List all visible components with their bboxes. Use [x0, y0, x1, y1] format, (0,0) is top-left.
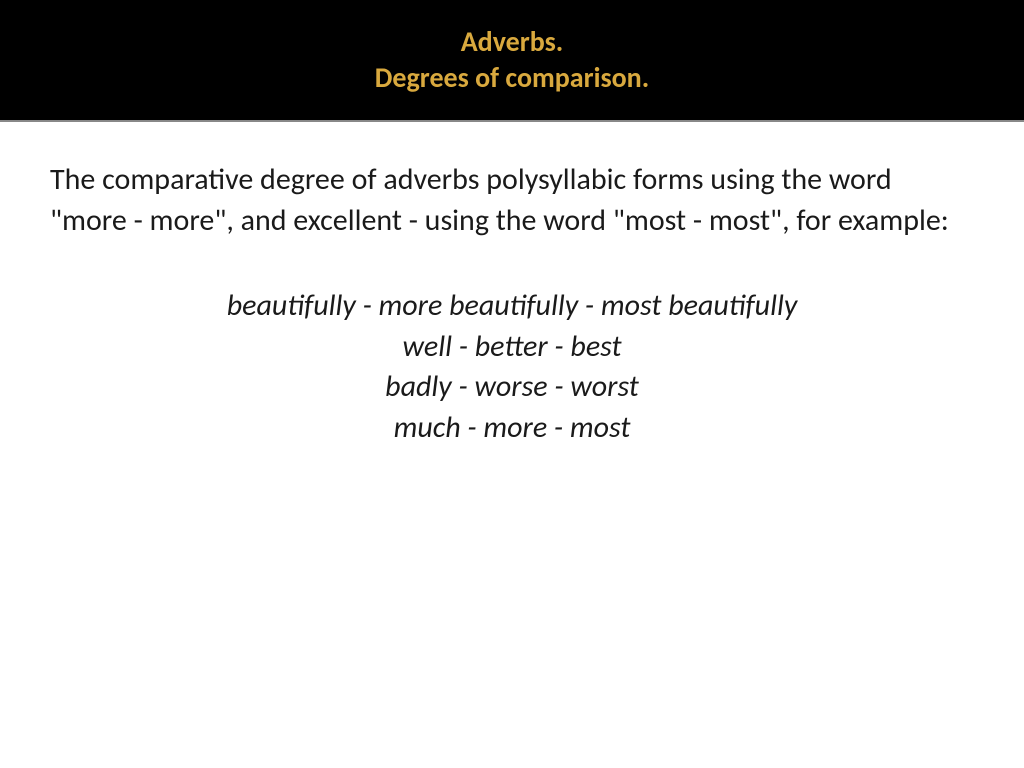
slide-header: Adverbs. Degrees of comparison. [0, 0, 1024, 120]
example-line: badly - worse - worst [50, 367, 974, 408]
example-line: well - better - best [50, 327, 974, 368]
example-line: much - more - most [50, 408, 974, 449]
intro-paragraph: The comparative degree of adverbs polysy… [50, 160, 974, 241]
title-line-2: Degrees of comparison. [375, 60, 649, 96]
examples-block: beautifully - more beautifully - most be… [50, 286, 974, 448]
title-line-1: Adverbs. [461, 24, 564, 60]
example-line: beautifully - more beautifully - most be… [50, 286, 974, 327]
slide-content: The comparative degree of adverbs polysy… [0, 120, 1024, 468]
